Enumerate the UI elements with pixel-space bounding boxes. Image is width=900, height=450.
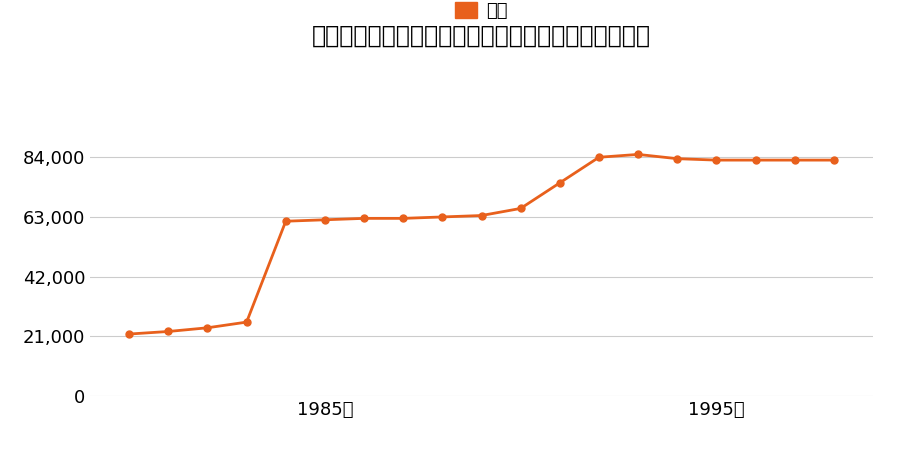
Title: 愛知県知多郡東浦町大字藤江字樋９０番４の地価推移: 愛知県知多郡東浦町大字藤江字樋９０番４の地価推移 [312, 24, 651, 48]
Legend: 価格: 価格 [448, 0, 515, 27]
